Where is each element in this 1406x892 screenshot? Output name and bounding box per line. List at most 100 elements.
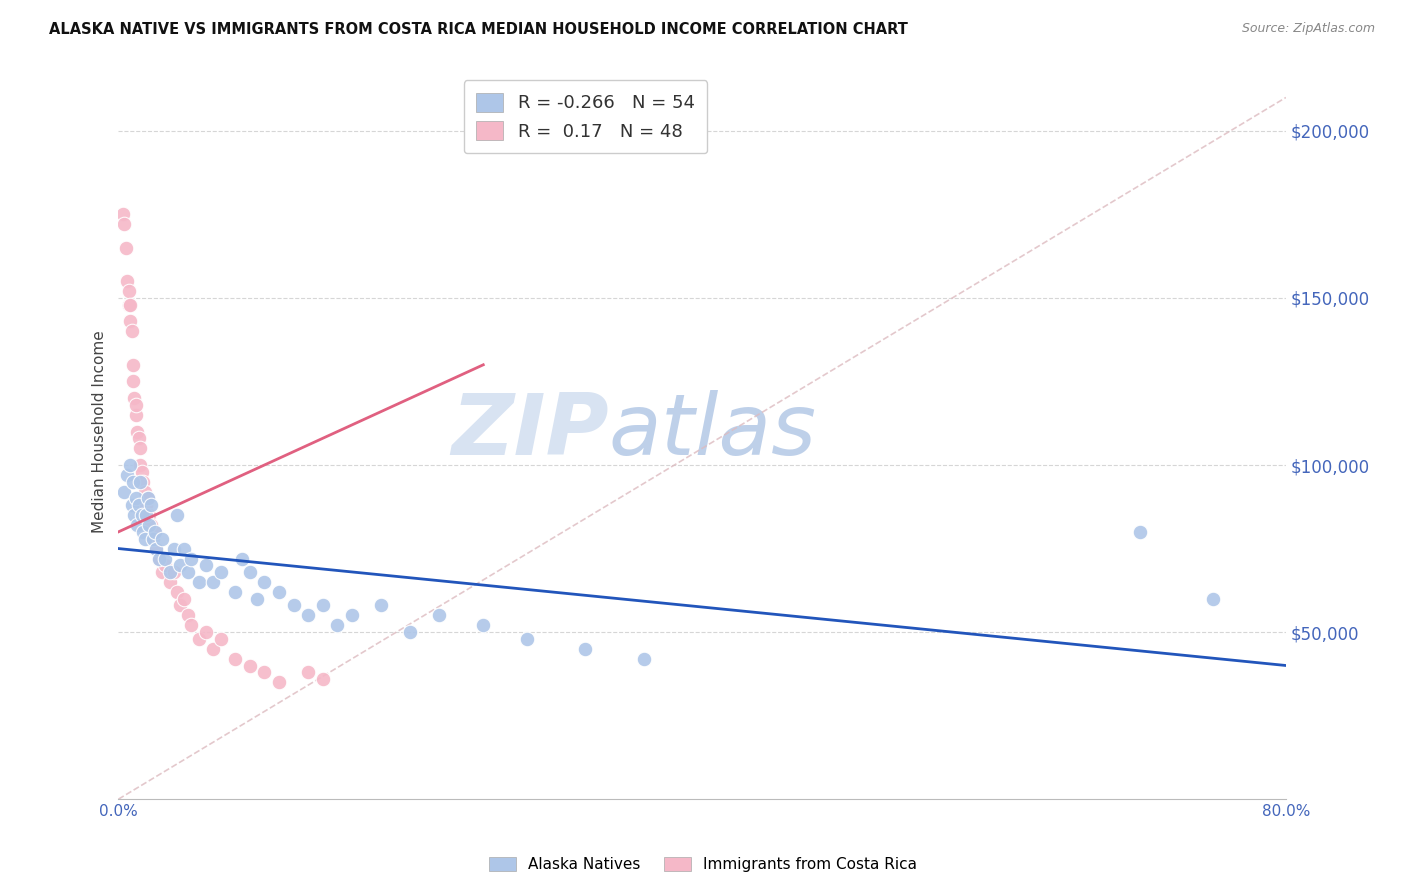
Point xyxy=(135,508,157,523)
Point xyxy=(224,585,246,599)
Point xyxy=(163,541,186,556)
Point xyxy=(138,508,160,523)
Point xyxy=(124,508,146,523)
Point xyxy=(159,574,181,589)
Point xyxy=(187,574,209,589)
Point xyxy=(253,574,276,589)
Point xyxy=(111,207,134,221)
Point xyxy=(124,391,146,405)
Point xyxy=(129,475,152,489)
Point xyxy=(239,565,262,579)
Point xyxy=(127,518,149,533)
Point xyxy=(121,498,143,512)
Text: Source: ZipAtlas.com: Source: ZipAtlas.com xyxy=(1241,22,1375,36)
Point xyxy=(145,541,167,556)
Point xyxy=(340,608,363,623)
Point xyxy=(125,408,148,422)
Point xyxy=(115,468,138,483)
Point xyxy=(163,565,186,579)
Legend: R = -0.266   N = 54, R =  0.17   N = 48: R = -0.266 N = 54, R = 0.17 N = 48 xyxy=(464,80,707,153)
Point xyxy=(129,442,152,456)
Point xyxy=(142,532,165,546)
Point xyxy=(267,585,290,599)
Point xyxy=(516,632,538,646)
Point xyxy=(112,484,135,499)
Point xyxy=(169,599,191,613)
Point xyxy=(138,518,160,533)
Point xyxy=(1202,591,1225,606)
Point xyxy=(253,665,276,680)
Point xyxy=(143,524,166,539)
Point xyxy=(131,465,153,479)
Point xyxy=(312,672,335,686)
Point xyxy=(125,398,148,412)
Point xyxy=(312,599,335,613)
Y-axis label: Median Household Income: Median Household Income xyxy=(93,330,107,533)
Point xyxy=(139,518,162,533)
Point xyxy=(122,358,145,372)
Point xyxy=(283,599,305,613)
Point xyxy=(127,425,149,439)
Point xyxy=(121,324,143,338)
Point xyxy=(267,675,290,690)
Point xyxy=(239,658,262,673)
Point xyxy=(136,491,159,506)
Point xyxy=(128,431,150,445)
Point xyxy=(297,665,319,680)
Point xyxy=(134,532,156,546)
Point xyxy=(574,641,596,656)
Point xyxy=(135,498,157,512)
Point xyxy=(128,498,150,512)
Point xyxy=(169,558,191,573)
Point xyxy=(202,574,225,589)
Text: ALASKA NATIVE VS IMMIGRANTS FROM COSTA RICA MEDIAN HOUSEHOLD INCOME CORRELATION : ALASKA NATIVE VS IMMIGRANTS FROM COSTA R… xyxy=(49,22,908,37)
Point xyxy=(122,475,145,489)
Point xyxy=(370,599,392,613)
Point xyxy=(153,551,176,566)
Point xyxy=(153,558,176,573)
Point xyxy=(118,285,141,299)
Point xyxy=(150,532,173,546)
Point xyxy=(429,608,451,623)
Legend: Alaska Natives, Immigrants from Costa Rica: Alaska Natives, Immigrants from Costa Ri… xyxy=(481,849,925,880)
Point xyxy=(180,551,202,566)
Point xyxy=(120,314,142,328)
Point xyxy=(297,608,319,623)
Point xyxy=(120,298,142,312)
Point xyxy=(125,491,148,506)
Point xyxy=(399,625,422,640)
Point xyxy=(148,551,170,566)
Point xyxy=(1129,524,1152,539)
Point xyxy=(118,298,141,312)
Point xyxy=(195,625,218,640)
Point xyxy=(209,632,232,646)
Point xyxy=(472,618,495,632)
Point xyxy=(122,375,145,389)
Point xyxy=(231,551,253,566)
Point xyxy=(115,274,138,288)
Point xyxy=(209,565,232,579)
Point xyxy=(326,618,349,632)
Point xyxy=(132,524,155,539)
Point xyxy=(136,491,159,506)
Point xyxy=(132,475,155,489)
Point xyxy=(129,458,152,472)
Point xyxy=(159,565,181,579)
Point xyxy=(148,551,170,566)
Point xyxy=(246,591,269,606)
Point xyxy=(224,652,246,666)
Point xyxy=(173,541,195,556)
Point xyxy=(177,565,200,579)
Point xyxy=(145,541,167,556)
Point xyxy=(114,241,136,255)
Point xyxy=(143,524,166,539)
Point xyxy=(150,565,173,579)
Text: atlas: atlas xyxy=(609,390,817,473)
Point xyxy=(166,585,188,599)
Point xyxy=(131,508,153,523)
Point xyxy=(202,641,225,656)
Point xyxy=(139,498,162,512)
Text: ZIP: ZIP xyxy=(451,390,609,473)
Point xyxy=(633,652,655,666)
Point xyxy=(120,458,142,472)
